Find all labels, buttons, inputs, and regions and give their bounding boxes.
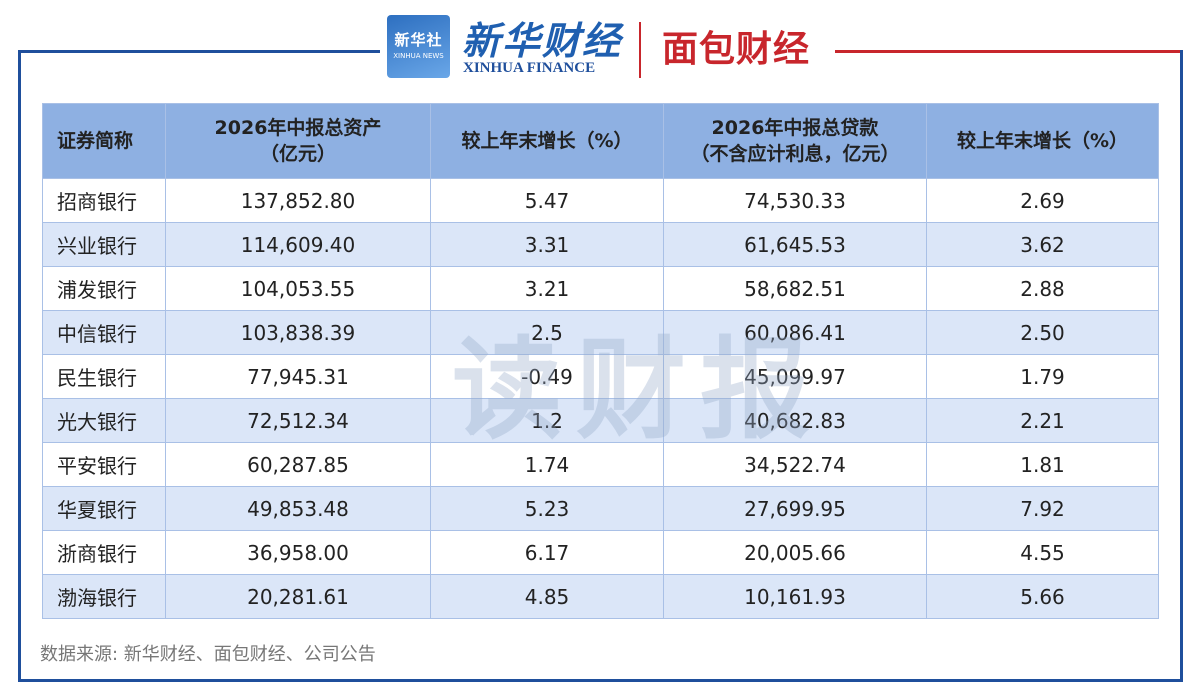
table-body: 招商银行 137,852.80 5.47 74,530.33 2.69 兴业银行 114,6…: [42, 178, 1159, 619]
header-cell: 证券简称: [42, 103, 166, 179]
table-cell: 61,645.53: [663, 222, 927, 267]
table-cell: 103,838.39: [165, 310, 431, 355]
table-cell: 49,853.48: [165, 486, 431, 531]
header-cell: 较上年末增长（%）: [926, 103, 1159, 179]
bank-name: 平安银行: [42, 442, 166, 487]
table-row: 平安银行 60,287.85 1.74 34,522.74 1.81: [42, 442, 1159, 487]
bank-name: 招商银行: [42, 178, 166, 223]
table-cell: 1.2: [430, 398, 664, 443]
table-cell: 2.69: [926, 178, 1159, 223]
header-text: 较上年末增长（%）: [461, 130, 633, 152]
table-cell: 2.88: [926, 266, 1159, 311]
table-cell: 74,530.33: [663, 178, 927, 223]
table-cell: 60,287.85: [165, 442, 431, 487]
table-cell: 40,682.83: [663, 398, 927, 443]
table-cell: 7.92: [926, 486, 1159, 531]
table-cell: 2.5: [430, 310, 664, 355]
table-row: 招商银行 137,852.80 5.47 74,530.33 2.69: [42, 178, 1159, 223]
bank-name: 兴业银行: [42, 222, 166, 267]
frame-line: [18, 50, 380, 53]
table-row: 渤海银行 20,281.61 4.85 10,161.93 5.66: [42, 574, 1159, 619]
table-cell: 5.66: [926, 574, 1159, 619]
data-table: 证券简称 2026年中报总资产 （亿元） 较上年末增长（%） 2026年中报总贷款 （不含…: [42, 103, 1159, 619]
header-text: （不含应计利息，亿元）: [690, 143, 900, 165]
table-cell: 137,852.80: [165, 178, 431, 223]
table-cell: 3.31: [430, 222, 664, 267]
header-text: 较上年末增长（%）: [956, 130, 1129, 152]
header-text: 2026年中报总贷款: [711, 117, 879, 139]
source-note: 数据来源: 新华财经、面包财经、公司公告: [40, 644, 376, 665]
table-row: 浦发银行 104,053.55 3.21 58,682.51 2.88: [42, 266, 1159, 311]
table-cell: 6.17: [430, 530, 664, 575]
brand: 新华财经: [462, 18, 623, 63]
table-cell: 3.21: [430, 266, 664, 311]
table-row: 华夏银行 49,853.48 5.23 27,699.95 7.92: [42, 486, 1159, 531]
bank-name: 民生银行: [42, 354, 166, 399]
frame-line: [1180, 50, 1183, 682]
header-text: （亿元）: [259, 143, 336, 165]
header-text: 证券简称: [57, 130, 134, 152]
table-cell: 77,945.31: [165, 354, 431, 399]
table-cell: 1.79: [926, 354, 1159, 399]
table-cell: 5.23: [430, 486, 664, 531]
bank-name: 华夏银行: [42, 486, 166, 531]
table-cell: 34,522.74: [663, 442, 927, 487]
table-cell: 114,609.40: [165, 222, 431, 267]
bank-name: 光大银行: [42, 398, 166, 443]
bank-name: 浙商银行: [42, 530, 166, 575]
frame-line: [18, 679, 1183, 682]
table-row: 中信银行 103,838.39 2.5 60,086.41 2.50: [42, 310, 1159, 355]
table-cell: 1.81: [926, 442, 1159, 487]
table-cell: 58,682.51: [663, 266, 927, 311]
brand: XINHUA FINANCE: [463, 60, 596, 76]
header-row: 证券简称 2026年中报总资产 （亿元） 较上年末增长（%） 2026年中报总贷款 （不含…: [42, 103, 1159, 179]
table-cell: 10,161.93: [663, 574, 927, 619]
bank-name: 中信银行: [42, 310, 166, 355]
table-cell: -0.49: [430, 354, 664, 399]
header-text: 2026年中报总资产: [214, 117, 382, 139]
bank-name: 浦发银行: [42, 266, 166, 311]
table-row: 光大银行 72,512.34 1.2 40,682.83 2.21: [42, 398, 1159, 443]
table-cell: 36,958.00: [165, 530, 431, 575]
table-cell: 3.62: [926, 222, 1159, 267]
table-cell: 2.50: [926, 310, 1159, 355]
logo: 新华社 XINHUA NEWS: [387, 15, 450, 78]
table-cell: 60,086.41: [663, 310, 927, 355]
logo-text: 新华社: [394, 31, 443, 49]
table-cell: 45,099.97: [663, 354, 927, 399]
logo-text: XINHUA NEWS: [393, 52, 444, 60]
table-cell: 5.47: [430, 178, 664, 223]
frame-line: [18, 50, 21, 682]
table-cell: 1.74: [430, 442, 664, 487]
frame-line: [835, 50, 1183, 53]
brand: 面包财经: [662, 29, 811, 70]
header-cell: 2026年中报总贷款 （不含应计利息，亿元）: [663, 103, 927, 179]
table-row: 浙商银行 36,958.00 6.17 20,005.66 4.55: [42, 530, 1159, 575]
table-cell: 104,053.55: [165, 266, 431, 311]
bank-name: 渤海银行: [42, 574, 166, 619]
table-cell: 20,005.66: [663, 530, 927, 575]
table-cell: 2.21: [926, 398, 1159, 443]
table-cell: 4.85: [430, 574, 664, 619]
table-cell: 4.55: [926, 530, 1159, 575]
table-row: 兴业银行 114,609.40 3.31 61,645.53 3.62: [42, 222, 1159, 267]
header-cell: 较上年末增长（%）: [430, 103, 664, 179]
table-cell: 27,699.95: [663, 486, 927, 531]
header-cell: 2026年中报总资产 （亿元）: [165, 103, 431, 179]
table-cell: 72,512.34: [165, 398, 431, 443]
table-row: 民生银行 77,945.31 -0.49 45,099.97 1.79: [42, 354, 1159, 399]
divider: [639, 22, 641, 78]
table-cell: 20,281.61: [165, 574, 431, 619]
